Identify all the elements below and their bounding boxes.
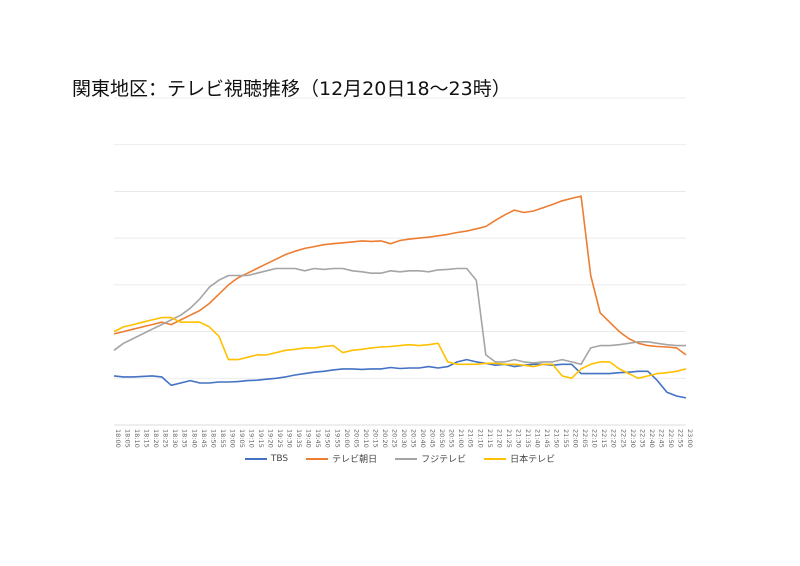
- x-tick-label: 18:00: [114, 429, 122, 448]
- x-tick-label: 18:55: [219, 429, 227, 448]
- x-tick-label: 20:10: [362, 429, 370, 448]
- x-tick-label: 19:40: [305, 429, 313, 448]
- x-tick-label: 19:35: [295, 429, 303, 448]
- x-tick-label: 18:10: [133, 429, 141, 448]
- x-tick-label: 18:20: [152, 429, 160, 448]
- x-tick-label: 20:40: [419, 429, 427, 448]
- series-line-2: [113, 267, 686, 366]
- x-tick-label: 19:15: [257, 429, 265, 448]
- legend-swatch: [484, 457, 507, 460]
- legend-label: 日本テレビ: [510, 455, 556, 465]
- x-tick-label: 23:00: [686, 429, 694, 448]
- x-tick-label: 21:20: [495, 429, 503, 448]
- x-tick-label: 21:55: [562, 429, 570, 448]
- series-line-0: [113, 358, 687, 399]
- legend-item: フジテレビ: [395, 452, 466, 465]
- legend-label: テレビ朝日: [332, 455, 378, 465]
- legend: TBS テレビ朝日 フジテレビ 日本テレビ: [0, 452, 800, 465]
- x-tick-label: 22:20: [610, 429, 618, 448]
- x-tick-label: 20:20: [381, 429, 389, 448]
- legend-label: フジテレビ: [421, 455, 467, 465]
- x-tick-label: 21:00: [457, 429, 465, 448]
- x-tick-label: 21:15: [486, 429, 494, 448]
- legend-item: テレビ朝日: [306, 452, 377, 465]
- x-tick-label: 22:45: [657, 429, 665, 448]
- x-tick-label: 21:25: [505, 429, 513, 448]
- series-lines: [113, 195, 687, 399]
- x-tick-label: 18:05: [124, 429, 132, 448]
- x-tick-label: 21:10: [476, 429, 484, 448]
- x-tick-label: 20:05: [352, 429, 360, 448]
- x-tick-label: 20:35: [410, 429, 418, 448]
- x-tick-label: 19:55: [333, 429, 341, 448]
- x-tick-label: 18:25: [162, 429, 170, 448]
- x-tick-label: 19:20: [267, 429, 275, 448]
- x-tick-label: 18:50: [209, 429, 217, 448]
- x-tick-label: 19:25: [276, 429, 284, 448]
- x-tick-label: 20:30: [400, 429, 408, 448]
- x-tick-label: 18:40: [190, 429, 198, 448]
- x-axis-tick-labels: 18:00 18:05 18:10 18:15 18:20 18:25 18:30 18:35…: [114, 429, 694, 448]
- x-tick-label: 22:55: [676, 429, 684, 448]
- legend-item: TBS: [244, 452, 289, 465]
- x-tick-label: 20:00: [343, 429, 351, 448]
- x-tick-label: 22:00: [572, 429, 580, 448]
- x-tick-label: 20:15: [371, 429, 379, 448]
- x-tick-label: 19:30: [286, 429, 294, 448]
- x-tick-label: 22:50: [667, 429, 675, 448]
- x-tick-label: 19:00: [228, 429, 236, 448]
- x-tick-label: 19:45: [314, 429, 322, 448]
- legend-label: TBS: [270, 453, 289, 464]
- x-tick-label: 19:10: [247, 429, 255, 448]
- x-tick-label: 22:40: [648, 429, 656, 448]
- x-tick-label: 21:35: [524, 429, 532, 448]
- x-tick-label: 20:55: [448, 429, 456, 448]
- x-tick-label: 22:30: [629, 429, 637, 448]
- series-line-3: [113, 316, 687, 380]
- x-tick-label: 22:15: [600, 429, 608, 448]
- chart-title: 関東地区：テレビ視聴推移（12月20日18〜23時）: [72, 78, 511, 100]
- x-tick-label: 20:45: [429, 429, 437, 448]
- legend-item: 日本テレビ: [484, 452, 555, 465]
- series-line-1: [113, 195, 687, 356]
- x-tick-label: 21:45: [543, 429, 551, 448]
- gridlines: [114, 97, 686, 426]
- x-tick-label: 21:05: [467, 429, 475, 448]
- x-tick-label: 22:05: [581, 429, 589, 448]
- x-tick-label: 20:50: [438, 429, 446, 448]
- x-tick-label: 20:25: [390, 429, 398, 448]
- x-tick-label: 18:35: [181, 429, 189, 448]
- x-tick-label: 22:10: [591, 429, 599, 448]
- legend-swatch: [306, 457, 329, 460]
- legend-swatch: [244, 457, 267, 460]
- legend-swatch: [395, 457, 418, 460]
- x-tick-label: 18:30: [171, 429, 179, 448]
- x-tick-label: 21:50: [553, 429, 561, 448]
- x-tick-label: 18:15: [143, 429, 151, 448]
- x-tick-label: 21:30: [514, 429, 522, 448]
- x-tick-label: 22:35: [638, 429, 646, 448]
- x-tick-label: 19:50: [324, 429, 332, 448]
- x-tick-label: 21:40: [533, 429, 541, 448]
- x-tick-label: 22:25: [619, 429, 627, 448]
- x-tick-label: 19:05: [238, 429, 246, 448]
- x-tick-label: 18:45: [200, 429, 208, 448]
